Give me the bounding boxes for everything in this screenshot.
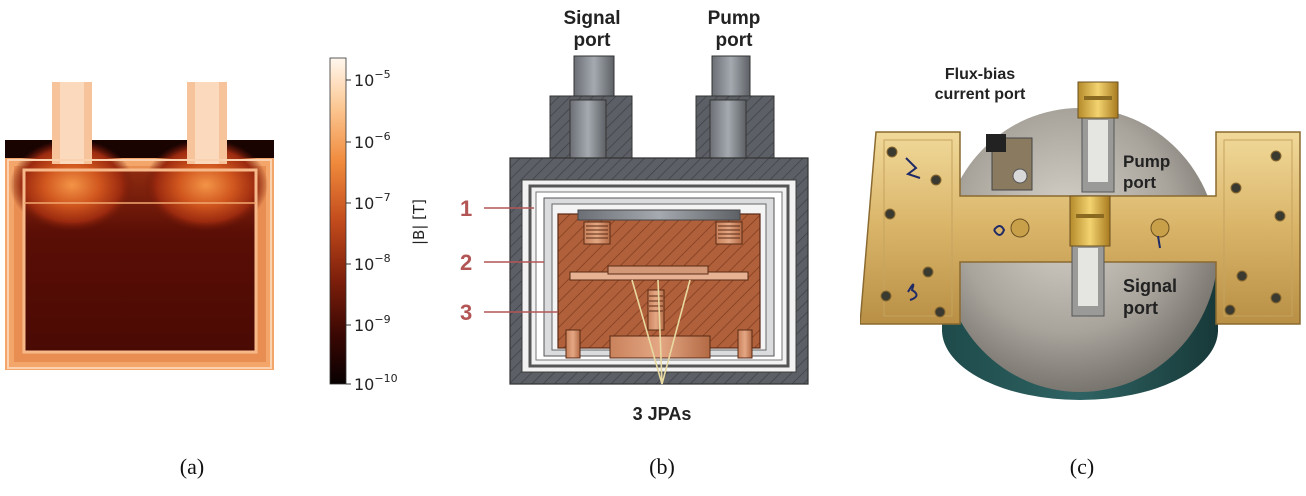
caption-c: (c) (1069, 454, 1095, 479)
colorbar (329, 57, 347, 385)
pump-port-label-line2: port (716, 30, 754, 51)
colorbar-label: |B| [T] (410, 199, 428, 245)
pump-port-label-line2: port (1123, 173, 1156, 192)
caption-b: (b) (649, 454, 675, 479)
screw-left (583, 221, 611, 245)
panel-b-cross-section: Signal port Pump port (460, 8, 809, 424)
hand-marks (905, 157, 1161, 301)
screw-center (647, 289, 665, 331)
signal-port-label-line2: port (574, 30, 612, 51)
svg-text:3: 3 (460, 300, 472, 325)
marker-3: 3 (460, 300, 558, 325)
svg-text:1: 1 (460, 196, 472, 221)
field-hotspot-right (144, 139, 268, 231)
signal-port-label-line1: Signal (563, 8, 620, 29)
colorbar-ticks (346, 79, 351, 385)
panel-c-photo: Flux-bias current port Pump port Signal … (860, 66, 1301, 400)
plate-holes (880, 146, 1286, 318)
panel-a-field-map: 10−5 10−6 10−7 10−8 10−9 10−10 |B| [T] (5, 57, 428, 394)
colorbar-tick-5: 10−9 (354, 313, 391, 335)
caption-a: (a) (179, 454, 205, 479)
svg-text:2: 2 (460, 250, 472, 275)
jpa-label: 3 JPAs (633, 404, 692, 424)
colorbar-tick-2: 10−6 (354, 130, 391, 152)
flux-bias-label-line2: current port (935, 86, 1026, 103)
colorbar-tick-1: 10−5 (354, 68, 391, 90)
signal-port-sma (1069, 195, 1111, 317)
jpa-pointer-lines (631, 279, 691, 385)
signal-port-label-line1: Signal (1123, 276, 1177, 296)
marker-2: 2 (460, 250, 544, 275)
colorbar-tick-3: 10−7 (354, 191, 391, 213)
signal-port-connector (549, 55, 633, 185)
colorbar-tick-6: 10−10 (354, 372, 398, 394)
marker-1: 1 (460, 196, 534, 221)
pump-port-sma (1077, 81, 1119, 193)
field-hotspot-left (10, 139, 134, 231)
pump-port-label-line1: Pump (1123, 152, 1170, 171)
pump-port-label-line1: Pump (708, 8, 761, 29)
signal-port-label-line2: port (1123, 298, 1158, 318)
flux-bias-board (986, 134, 1033, 191)
flux-bias-label-line1: Flux-bias (945, 66, 1015, 83)
colorbar-tick-4: 10−8 (354, 252, 391, 274)
screw-right (715, 221, 743, 245)
